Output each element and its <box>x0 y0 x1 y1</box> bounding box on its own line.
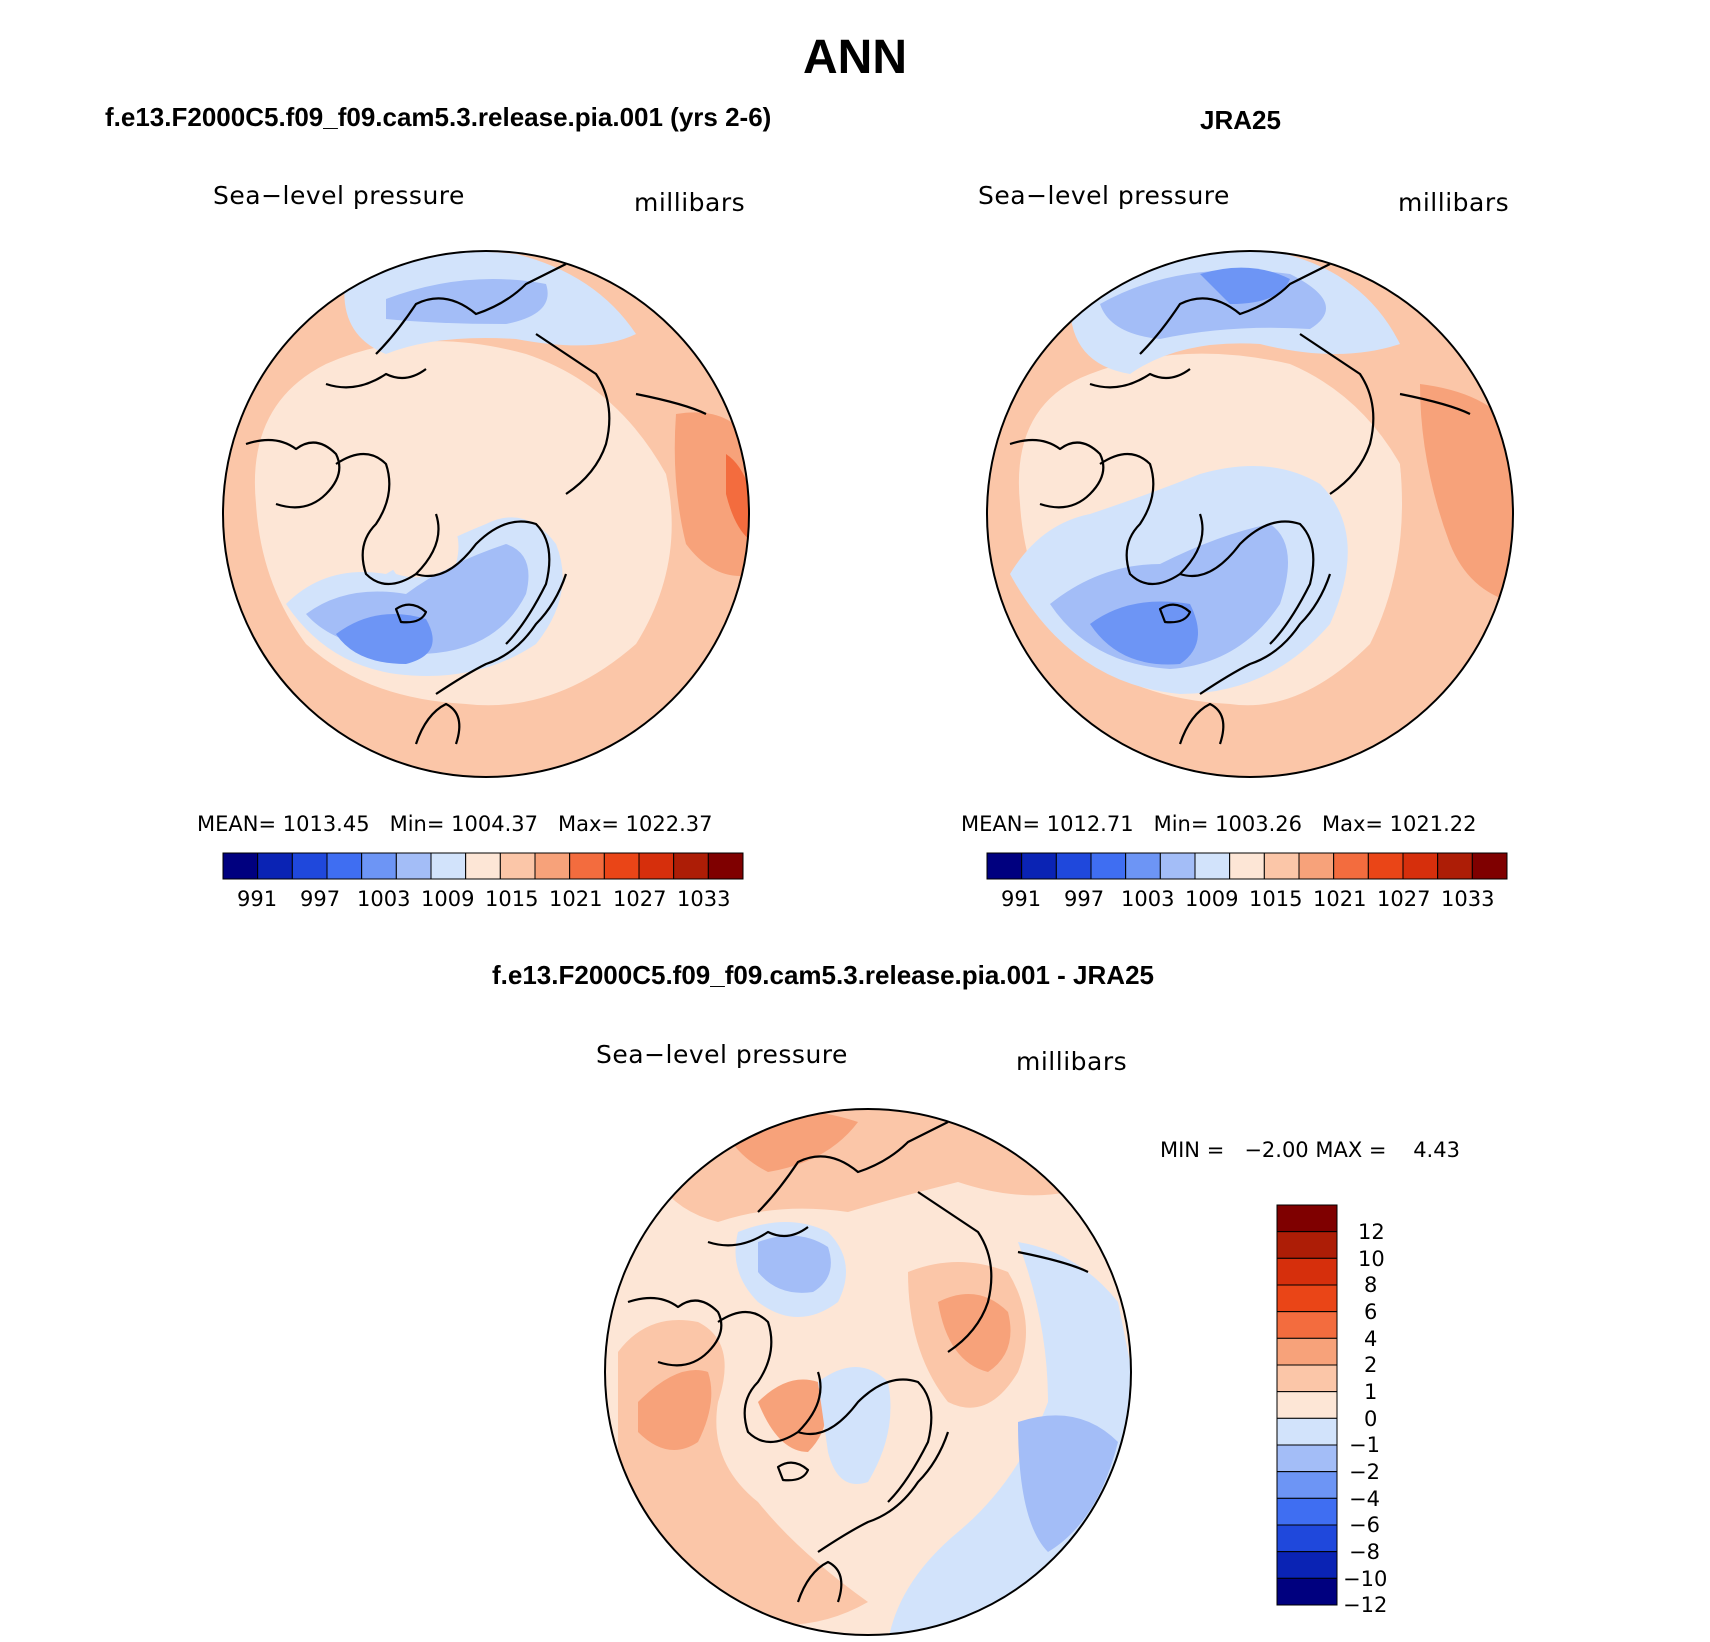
colorbar-box <box>1125 852 1161 880</box>
colorbar-tick: 1027 <box>1377 887 1431 911</box>
colorbar-tick: 6 <box>1364 1300 1378 1324</box>
obs-stats: MEAN= 1012.71 Min= 1003.26 Max= 1021.22 <box>961 812 1477 836</box>
diff-polar-map <box>604 1108 1132 1636</box>
colorbar-box <box>1276 1257 1338 1286</box>
colorbar-box <box>1276 1391 1338 1419</box>
colorbar-tick: 1 <box>1364 1380 1378 1404</box>
colorbar-box <box>1276 1471 1338 1499</box>
colorbar-tick: 10 <box>1358 1247 1385 1271</box>
colorbar-tick: 0 <box>1364 1407 1378 1431</box>
model-variable-label: Sea−level pressure <box>213 181 465 210</box>
colorbar-tick: 4 <box>1364 1327 1378 1351</box>
model-polar-map <box>222 250 750 778</box>
colorbar-box <box>1159 852 1196 880</box>
colorbar-box <box>1055 852 1092 880</box>
model-stats: MEAN= 1013.45 Min= 1004.37 Max= 1022.37 <box>197 812 713 836</box>
colorbar-tick: −4 <box>1349 1487 1380 1511</box>
colorbar-box <box>1276 1364 1338 1393</box>
colorbar-box <box>534 852 571 880</box>
diff-colorbar-ticks: 12 10 8 6 4 2 1 0 −1 −2 −4 −6 −8 −10 −12 <box>1343 1220 1426 1622</box>
colorbar-box <box>430 852 467 880</box>
colorbar-box <box>1276 1204 1338 1233</box>
colorbar-tick: 1021 <box>549 887 603 911</box>
colorbar-box <box>1276 1524 1338 1553</box>
colorbar-box <box>1090 852 1127 880</box>
colorbar-box <box>1333 852 1369 880</box>
colorbar-box <box>1367 852 1404 880</box>
colorbar-tick: 1003 <box>1121 887 1175 911</box>
obs-colorbar-ticks: 991 997 1003 1009 1015 1021 1027 1033 <box>987 887 1507 913</box>
obs-units-label: millibars <box>1398 188 1510 217</box>
colorbar-tick: 2 <box>1364 1353 1378 1377</box>
colorbar-box <box>1402 852 1439 880</box>
colorbar-box <box>257 852 293 880</box>
colorbar-tick: 1033 <box>1441 887 1495 911</box>
colorbar-tick: 1021 <box>1313 887 1367 911</box>
colorbar-box <box>673 852 709 880</box>
colorbar-box <box>638 852 675 880</box>
colorbar-tick: −1 <box>1349 1433 1380 1457</box>
colorbar-tick: 997 <box>300 887 341 911</box>
colorbar-tick: −8 <box>1349 1540 1380 1564</box>
colorbar-box <box>1021 852 1057 880</box>
colorbar-tick: 991 <box>1001 887 1042 911</box>
model-units-label: millibars <box>634 188 746 217</box>
colorbar-tick: 997 <box>1064 887 1105 911</box>
colorbar-box <box>707 852 744 880</box>
colorbar-box <box>569 852 605 880</box>
diff-variable-label: Sea−level pressure <box>596 1040 848 1069</box>
colorbar-tick: −6 <box>1349 1513 1380 1537</box>
model-colorbar-ticks: 991 997 1003 1009 1015 1021 1027 1033 <box>223 887 743 913</box>
colorbar-box <box>291 852 328 880</box>
diff-panel-title: f.e13.F2000C5.f09_f09.cam5.3.release.pia… <box>492 960 1154 990</box>
colorbar-box <box>1276 1417 1338 1446</box>
colorbar-box <box>603 852 640 880</box>
obs-colorbar-boxes <box>986 852 1508 880</box>
colorbar-tick: −10 <box>1343 1567 1388 1591</box>
colorbar-box <box>1276 1284 1338 1313</box>
colorbar-tick: −2 <box>1349 1460 1380 1484</box>
colorbar-tick: 1003 <box>357 887 411 911</box>
colorbar-tick: 12 <box>1358 1220 1385 1244</box>
colorbar-box <box>1276 1551 1338 1579</box>
colorbar-box <box>1276 1337 1338 1366</box>
colorbar-box <box>1276 1444 1338 1473</box>
colorbar-box <box>1437 852 1473 880</box>
model-colorbar-boxes <box>222 852 744 880</box>
colorbar-tick: 1015 <box>485 887 539 911</box>
colorbar-box <box>499 852 536 880</box>
diff-stats: MIN = −2.00 MAX = 4.43 <box>1160 1138 1460 1162</box>
colorbar-tick: −12 <box>1343 1593 1388 1617</box>
colorbar-box <box>326 852 363 880</box>
colorbar-box <box>1229 852 1265 880</box>
colorbar-box <box>1276 1497 1338 1526</box>
colorbar-tick: 1033 <box>677 887 731 911</box>
colorbar-tick: 8 <box>1364 1273 1378 1297</box>
colorbar-tick: 991 <box>237 887 278 911</box>
colorbar-box <box>1194 852 1231 880</box>
model-panel-title: f.e13.F2000C5.f09_f09.cam5.3.release.pia… <box>105 102 772 132</box>
obs-panel-title: JRA25 <box>1200 105 1281 135</box>
colorbar-tick: 1015 <box>1249 887 1303 911</box>
colorbar-box <box>395 852 432 880</box>
colorbar-box <box>222 852 259 880</box>
colorbar-box <box>1276 1577 1338 1606</box>
colorbar-box <box>465 852 501 880</box>
obs-variable-label: Sea−level pressure <box>978 181 1230 210</box>
colorbar-box <box>1276 1231 1338 1259</box>
colorbar-box <box>1471 852 1508 880</box>
colorbar-box <box>1263 852 1300 880</box>
colorbar-box <box>1298 852 1335 880</box>
colorbar-tick: 1027 <box>613 887 667 911</box>
colorbar-box <box>986 852 1023 880</box>
colorbar-tick: 1009 <box>421 887 475 911</box>
colorbar-tick: 1009 <box>1185 887 1239 911</box>
obs-polar-map <box>986 250 1514 778</box>
diff-colorbar-boxes <box>1276 1204 1338 1606</box>
figure-title: ANN <box>803 31 907 84</box>
colorbar-box <box>361 852 397 880</box>
colorbar-box <box>1276 1311 1338 1339</box>
diff-units-label: millibars <box>1016 1047 1128 1076</box>
